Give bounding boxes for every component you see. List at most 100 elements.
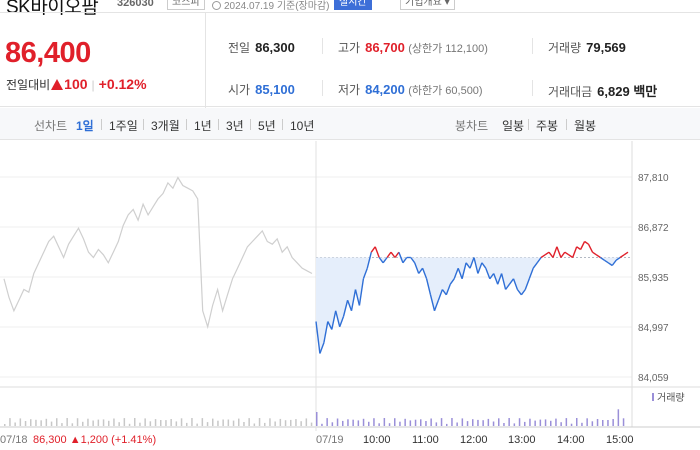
x-tick-label: 11:00 [412, 434, 439, 446]
volume-bar [487, 418, 490, 426]
chart-canvas: 87,810 86,872 85,935 84,997 84,059 거래량 07/18 07… [0, 141, 700, 446]
tab-monthly[interactable]: 월봉 [574, 119, 597, 133]
divider [322, 80, 323, 96]
volume-bar [336, 418, 339, 426]
series-today-segment [425, 278, 432, 295]
series-today-segment [469, 257, 475, 269]
series-today-segment [414, 262, 420, 274]
tab-weekly[interactable]: 주봉 [536, 119, 559, 133]
volume-bar [420, 419, 422, 426]
series-today-segment [560, 251, 566, 258]
tab-1d[interactable]: 1일 [76, 119, 94, 133]
volume-bar [279, 418, 282, 426]
intraday-chart[interactable]: 87,810 86,872 85,935 84,997 84,059 거래량 07/18 07… [0, 141, 700, 450]
x-tick-label: 07/19 [316, 434, 344, 446]
volume-bar [113, 418, 115, 426]
volume-bar [243, 422, 245, 426]
volume-bar [56, 418, 58, 426]
volume-bar [368, 421, 370, 426]
series-today-segment [489, 273, 495, 280]
y-tick-label: 87,810 [638, 173, 669, 184]
volume-bar [134, 418, 136, 426]
volume-bar [586, 418, 588, 426]
volume-bar [513, 423, 516, 426]
volume-bar [612, 419, 614, 426]
tab-daily[interactable]: 일봉 [502, 119, 525, 133]
series-today-segment [398, 251, 404, 264]
stat-prev-close: 전일 86,300 [228, 40, 295, 55]
tab-5y[interactable]: 5년 [258, 119, 276, 133]
volume-bar [518, 418, 521, 426]
stat-volume: 거래량 79,569 [548, 40, 626, 55]
volume-bar [394, 418, 396, 426]
company-overview-dropdown[interactable]: 기업개요 ▾ [400, 0, 455, 10]
volume-bar [425, 421, 427, 426]
market-badge: 코스피 [167, 0, 205, 10]
series-today-segment [461, 262, 467, 279]
volume-bar [186, 422, 188, 426]
series-today-segment [572, 246, 578, 258]
series-today-segment [394, 251, 400, 258]
series-today-segment [512, 278, 519, 290]
volume-bar [342, 420, 344, 426]
date-text: 2024.07.19 기준(장마감) [224, 1, 330, 12]
series-today-segment [481, 262, 487, 269]
series-today-segment [319, 342, 325, 354]
tab-3y[interactable]: 3년 [226, 119, 244, 133]
volume-bar [35, 419, 37, 426]
volume-bar [492, 421, 495, 426]
series-today-segment [390, 251, 396, 258]
volume-bar [238, 418, 240, 426]
price-summary: 86,400 전일대비 100 | +0.12% 전일 86,300 고가 86,700 … [0, 12, 700, 108]
volume-bar [175, 421, 178, 426]
volume-bar [154, 419, 157, 426]
series-today-segment [536, 257, 542, 264]
volume-legend-label: 거래량 [657, 392, 685, 404]
series-today-segment [410, 257, 416, 264]
tab-1y[interactable]: 1년 [194, 119, 212, 133]
series-today-segment [592, 251, 597, 256]
series-today-segment [623, 251, 629, 256]
volume-bar [305, 418, 308, 426]
tab-10y[interactable]: 10년 [290, 119, 315, 133]
volume-bar [139, 422, 141, 426]
volume-bar [128, 423, 131, 426]
realtime-button[interactable]: 실시간 [334, 0, 372, 10]
volume-bar [362, 418, 365, 426]
volume-bar [503, 423, 505, 426]
volume-bar [560, 422, 562, 426]
y-tick-label: 84,997 [638, 323, 669, 334]
volume-bar [388, 423, 391, 426]
series-today-segment [421, 267, 428, 280]
series-today-segment [556, 246, 562, 258]
volume-bar [472, 419, 474, 426]
volume-bar [290, 419, 292, 426]
tab-3m[interactable]: 3개월 [151, 119, 180, 133]
series-today-segment [441, 289, 447, 296]
volume-bar [66, 418, 68, 426]
volume-bar [461, 418, 464, 426]
volume-bar [9, 418, 11, 426]
volume-bar [456, 422, 458, 426]
volume-legend-swatch [652, 393, 654, 401]
volume-bar [373, 418, 375, 426]
divider: | [91, 78, 95, 92]
divider [532, 80, 533, 96]
series-today-segment [544, 251, 550, 256]
series-today-segment [603, 259, 609, 264]
volume-bar [14, 422, 16, 426]
series-today-segment [619, 254, 625, 259]
volume-bar [435, 422, 438, 426]
series-today-segment [607, 262, 613, 267]
volume-bar [82, 421, 84, 426]
change-rate: +0.12% [98, 76, 147, 92]
volume-bar [570, 423, 573, 426]
series-today-segment [366, 252, 372, 269]
tab-1w[interactable]: 1주일 [109, 119, 138, 133]
series-today-segment [600, 256, 605, 261]
series-today-segment [378, 257, 384, 264]
volume-bar [550, 420, 552, 426]
volume-bar [331, 422, 334, 426]
series-today-segment [433, 299, 440, 312]
y-tick-label: 85,935 [638, 273, 669, 284]
